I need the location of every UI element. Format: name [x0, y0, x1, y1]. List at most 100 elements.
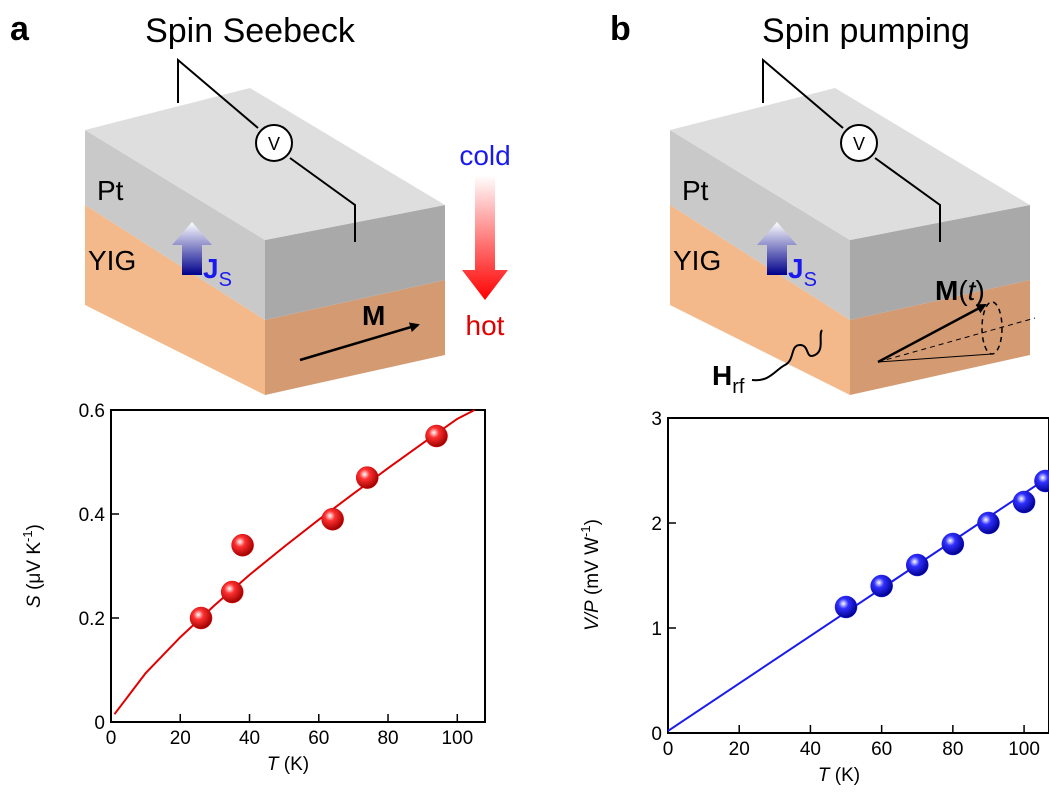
y-tick-label: 0: [651, 724, 662, 745]
rf-field-wave: [751, 329, 823, 382]
current-label: JS: [203, 253, 232, 291]
data-point: [231, 533, 254, 557]
x-axis-label: T (K): [818, 765, 860, 786]
x-label-part: (K): [279, 754, 310, 775]
magnetization-paren: (: [958, 275, 968, 306]
current-label: JS: [788, 253, 817, 291]
x-tick-label: 20: [729, 739, 750, 760]
y-tick-label: 0: [94, 713, 105, 734]
data-point: [1012, 490, 1036, 514]
x-label-part: (K): [830, 765, 861, 786]
data-point: [1034, 469, 1049, 493]
x-tick-label: 60: [871, 739, 892, 760]
plot-frame: [667, 417, 1049, 734]
voltmeter-label: V: [268, 134, 280, 154]
x-tick-label: 80: [377, 728, 398, 749]
x-label-part: T: [267, 754, 280, 775]
y-tick-label: 0.6: [79, 401, 105, 422]
panel-title: Spin Seebeck: [145, 12, 356, 50]
panel-label: b: [610, 10, 631, 48]
y-label-part: -1: [578, 525, 593, 537]
y-label-part: ): [582, 519, 603, 525]
x-label-part: T: [818, 765, 831, 786]
magnetization-label: M: [362, 300, 385, 331]
y-axis-label: V/P (mV W-1): [578, 519, 603, 631]
hot-label: hot: [466, 310, 505, 341]
y-axis-label: S (μV K-1): [20, 524, 45, 608]
y-label-part: -1: [20, 530, 35, 542]
spin-current-arrow: [172, 222, 212, 275]
data-point: [977, 511, 1000, 535]
panel-title: Spin pumping: [762, 12, 970, 50]
panel-b-diagram: b Spin pumping V Pt YIG JS M(t) Hrf: [610, 10, 1036, 398]
y-label-part: V/P: [582, 600, 603, 631]
y-tick-label: 2: [651, 514, 662, 535]
x-tick-label: 20: [170, 728, 191, 749]
temperature-arrow: [462, 175, 508, 300]
x-tick-label: 40: [239, 728, 260, 749]
yig-left-face: [85, 205, 265, 395]
magnetization-label: M(t): [935, 275, 985, 306]
y-label-part: (μV K: [24, 542, 45, 596]
y-tick-label: 1: [651, 619, 662, 640]
magnetization-symbol: M: [935, 275, 958, 306]
data-point: [941, 532, 965, 556]
x-tick-label: 100: [1008, 739, 1040, 760]
x-tick-label: 100: [441, 728, 473, 749]
x-tick-label: 60: [308, 728, 329, 749]
x-tick-label: 0: [106, 728, 117, 749]
pt-left-face: [670, 130, 850, 320]
layer-label: Pt: [682, 175, 709, 206]
current-symbol: J: [203, 253, 219, 284]
wire: [289, 157, 356, 242]
top-face: [670, 88, 1030, 240]
x-tick-label: 40: [800, 739, 821, 760]
top-face: [85, 88, 445, 240]
data-point: [189, 606, 213, 630]
current-subscript: S: [804, 269, 817, 291]
y-tick-label: 3: [651, 409, 662, 430]
pt-right-face: [265, 205, 445, 320]
field-subscript: rf: [732, 376, 745, 398]
magnetization-arrow: [877, 303, 987, 364]
x-axis-label: T (K): [267, 754, 309, 775]
data-point: [425, 424, 448, 448]
magnetization-arrow: [299, 322, 420, 362]
magnetization-paren: ): [975, 275, 984, 306]
layer-label: YIG: [673, 245, 721, 276]
voltmeter-label: V: [853, 134, 865, 154]
voltmeter: [255, 124, 293, 162]
data-point: [321, 507, 344, 531]
cold-label: cold: [459, 140, 510, 171]
yig-right-face: [265, 280, 445, 395]
x-tick-label: 80: [942, 739, 963, 760]
pt-right-face: [850, 205, 1030, 320]
y-label-part: (mV W: [582, 537, 603, 600]
data-point: [870, 574, 893, 598]
spin-current-arrow: [757, 222, 797, 275]
wire: [177, 57, 259, 129]
layer-label: Pt: [97, 175, 124, 206]
panel-label: a: [10, 10, 30, 48]
layer-label: YIG: [88, 245, 136, 276]
voltmeter: [840, 124, 878, 162]
y-label-part: ): [24, 524, 45, 530]
current-symbol: J: [788, 253, 804, 284]
cone-edge: [877, 353, 993, 363]
magnetization-argument: t: [968, 275, 977, 306]
x-tick-label: 0: [663, 739, 674, 760]
field-label: Hrf: [712, 360, 745, 398]
y-label-part: S: [24, 595, 45, 608]
y-tick-label: 0.4: [79, 505, 106, 526]
pt-left-face: [85, 130, 265, 320]
data-point: [834, 595, 858, 619]
y-tick-label: 0.2: [79, 609, 105, 630]
wire: [762, 57, 844, 129]
data-point: [356, 466, 379, 489]
plot-frame: [110, 409, 486, 723]
fit-line: [113, 409, 476, 715]
data-point: [220, 580, 244, 604]
wire: [874, 157, 941, 242]
